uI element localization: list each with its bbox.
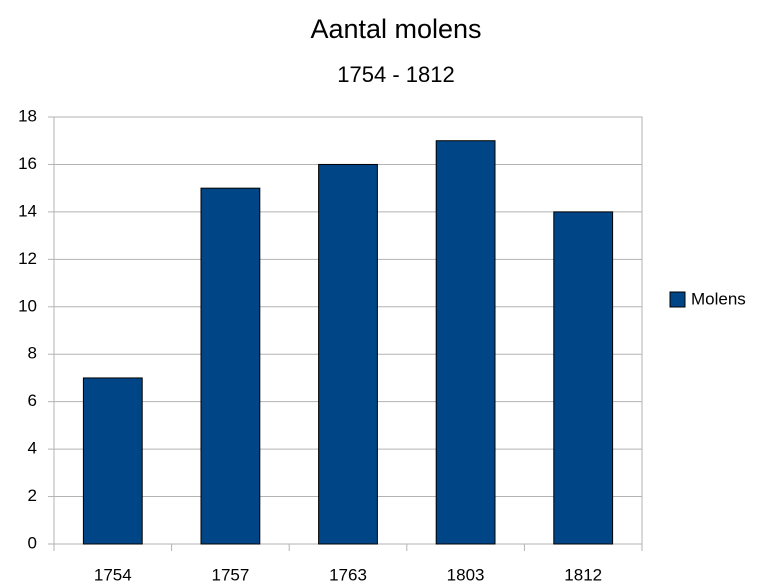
bar: [553, 211, 614, 545]
y-tick-label: 0: [28, 533, 37, 552]
x-tick-label: 1812: [564, 565, 602, 584]
y-tick-label: 4: [28, 439, 37, 458]
x-tick-label: 1754: [94, 565, 132, 584]
bar: [82, 377, 143, 545]
legend-swatch: [669, 291, 686, 308]
bar: [435, 140, 496, 545]
y-tick-label: 6: [28, 391, 37, 410]
y-tick-label: 18: [18, 106, 37, 125]
x-tick-label: 1763: [329, 565, 367, 584]
chart-subtitle: 1754 - 1812: [337, 62, 454, 87]
x-tick-label: 1803: [447, 565, 485, 584]
x-tick-label: 1757: [211, 565, 249, 584]
y-tick-label: 14: [18, 201, 37, 220]
y-tick-label: 10: [18, 296, 37, 315]
y-tick-label: 2: [28, 486, 37, 505]
y-tick-label: 12: [18, 249, 37, 268]
bar: [318, 163, 378, 545]
chart-title: Aantal molens: [310, 14, 481, 44]
legend-label: Molens: [691, 289, 746, 308]
y-tick-label: 16: [18, 154, 37, 173]
bar: [200, 187, 261, 545]
y-tick-label: 8: [28, 344, 37, 363]
